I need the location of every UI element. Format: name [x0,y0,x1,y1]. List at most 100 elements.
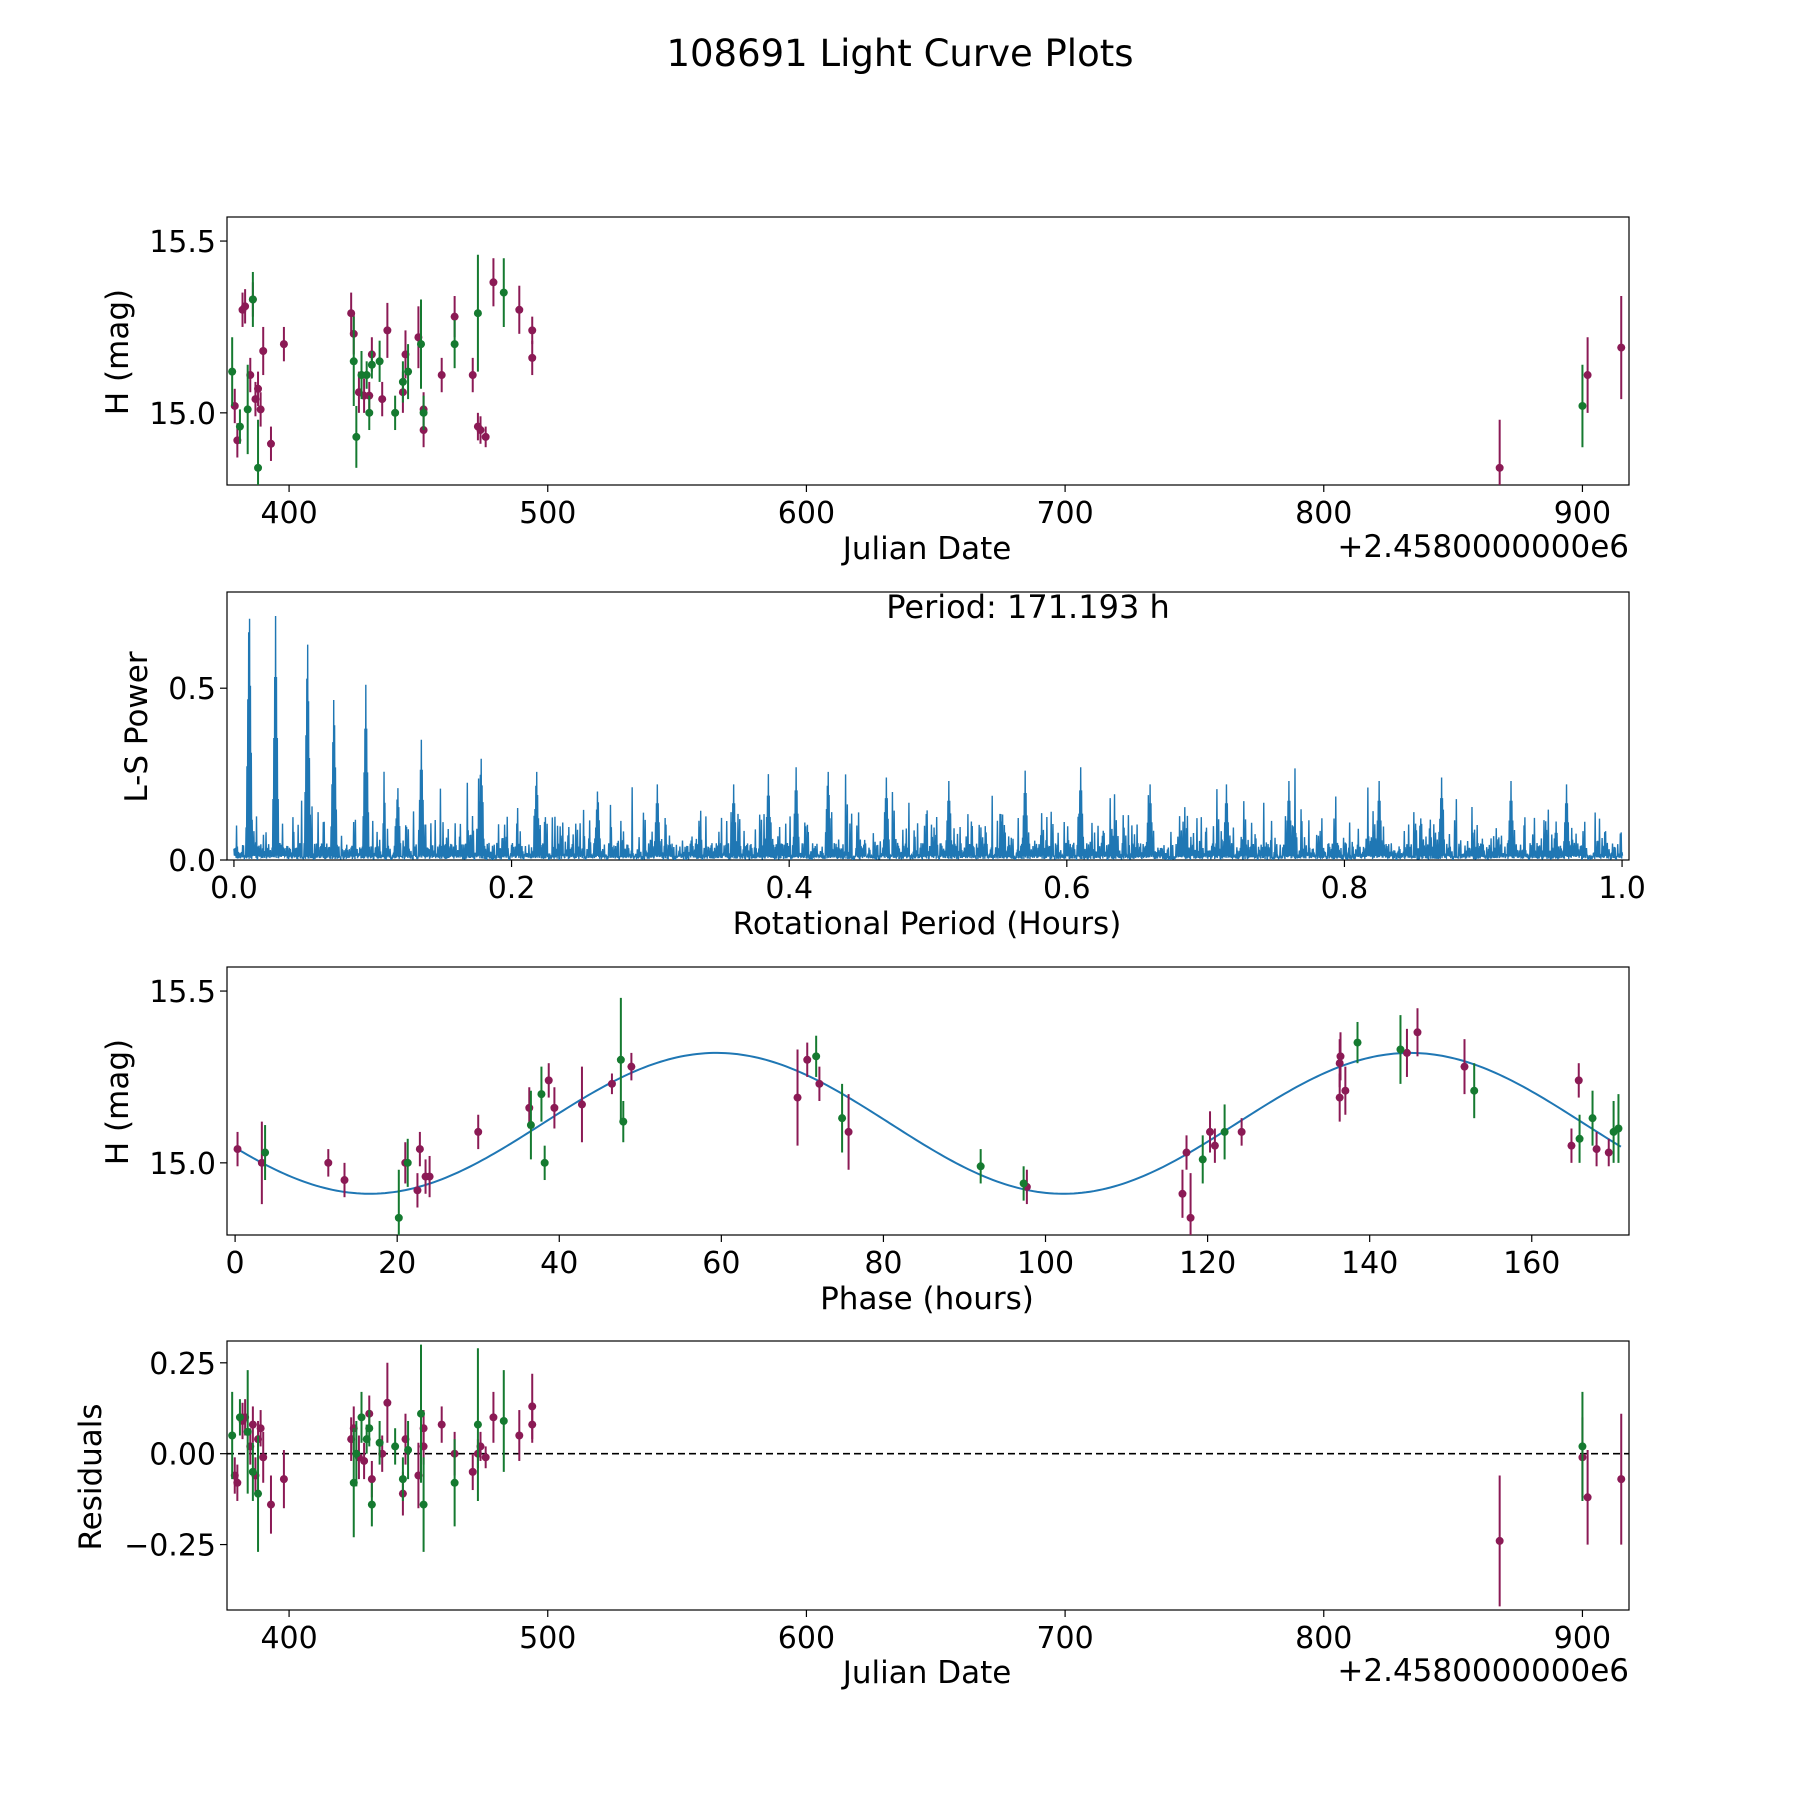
phase-folded-point [257,1158,266,1167]
phase-folded-ytick-label: 15.5 [149,975,216,1010]
periodogram-ytick-label: 0.0 [168,844,216,879]
phase-folded-point [550,1103,559,1112]
residuals-point [228,1431,237,1440]
periodogram-xtick-label: 1.0 [1598,871,1646,906]
residuals-xtick-label: 600 [778,1621,835,1656]
light-curve-point [235,422,244,431]
residuals-point [404,1446,413,1455]
residuals-point [279,1475,288,1484]
residuals-point [243,1427,252,1436]
light-curve-point [378,395,387,404]
residuals-point [367,1500,376,1509]
periodogram-xtick-label: 0.8 [1321,871,1369,906]
light-curve-xtick-label: 400 [260,496,317,531]
phase-folded-point [1186,1213,1195,1222]
residuals-point [259,1453,268,1462]
light-curve-point [349,357,358,366]
phase-folded-point [340,1176,349,1185]
phase-folded-xtick-label: 80 [864,1246,902,1281]
residuals-ytick-label: 0.00 [149,1438,216,1473]
periodogram-ytick-label: 0.5 [168,672,216,707]
phase-folded-points [233,997,1623,1235]
residuals-ytick-label: −0.25 [124,1529,216,1564]
periodogram-frame [226,591,1630,861]
phase-folded-point [1206,1127,1215,1136]
phase-folded-xtick-label: 140 [1341,1246,1398,1281]
phase-folded-point [474,1127,483,1136]
residuals-point [473,1420,482,1429]
light-curve-point [259,347,268,355]
phase-folded-axes: 0 20 40 60 80 100 120 140 160 15.0 15.5 [149,966,1630,1281]
residuals-point [365,1424,374,1433]
light-curve-point [228,367,237,376]
light-curve-point [391,408,400,417]
residuals-xtick-label: 900 [1554,1621,1611,1656]
residuals-xtick-label: 800 [1295,1621,1352,1656]
residuals-point [266,1500,275,1509]
phase-folded-frame [226,966,1630,1236]
phase-folded-ytick-label: 15.0 [149,1147,216,1182]
residuals-point [489,1413,498,1422]
phase-folded-point [1574,1076,1583,1085]
residuals-point [450,1478,459,1487]
periodogram-panel: L-S Power Rotational Period (Hours) Peri… [119,588,1170,942]
light-curve-point [481,432,490,441]
light-curve-point [1495,463,1504,472]
phase-folded-point [1178,1189,1187,1198]
phase-folded-point [577,1100,586,1109]
light-curve-point [417,340,426,349]
phase-folded-xtick-label: 120 [1179,1246,1236,1281]
light-curve-xlabel: Julian Date [841,531,1012,567]
phase-folded-point [793,1093,802,1102]
phase-folded-point [1182,1148,1191,1157]
light-curve-point [375,357,384,366]
light-curve-point [528,326,537,335]
residuals-point [481,1453,490,1462]
phase-folded-point [1341,1086,1350,1095]
phase-folded-point [537,1090,546,1099]
residuals-point [515,1431,524,1440]
light-curve-point [241,302,250,311]
phase-folded-point [526,1121,535,1130]
phase-folded-point [1460,1062,1469,1071]
residuals-point [256,1424,265,1433]
light-curve-point [254,384,263,393]
residuals-point [235,1413,244,1422]
light-curve-point [515,305,524,314]
residuals-panel: Residuals Julian Date +2.4580000000e6 [73,1403,1629,1691]
residuals-xlabel: Julian Date [841,1655,1012,1691]
periodogram-xtick-label: 0.4 [765,871,813,906]
light-curve-xtick-label: 600 [778,496,835,531]
light-curve-point [404,367,413,376]
residuals-points [228,1344,1626,1607]
periodogram-axes: 0.0 0.2 0.4 0.6 0.8 1.0 0.0 0.5 [168,591,1646,906]
light-curve-point [383,326,392,335]
residuals-point [375,1438,384,1447]
light-curve-point [437,371,446,380]
light-curve-point [489,278,498,287]
light-curve-point [362,371,371,380]
phase-folded-point [415,1145,424,1154]
residuals-xtick-label: 700 [1036,1621,1093,1656]
phase-folded-xlabel: Phase (hours) [820,1281,1034,1317]
light-curve-point [499,288,508,297]
light-curve-points [228,254,1626,485]
phase-folded-point [425,1172,434,1181]
phase-folded-ylabel: H (mag) [100,1039,136,1165]
periodogram-line [233,616,1624,860]
phase-folded-point [1237,1127,1246,1136]
phase-folded-point [1336,1052,1345,1061]
phase-folded-point [1353,1038,1362,1047]
light-curve-point [266,439,275,448]
residuals-point [383,1398,392,1407]
phase-folded-point [413,1186,422,1195]
phase-fit-curve [234,1051,1622,1195]
residuals-point [1578,1442,1587,1451]
residuals-point [352,1449,361,1458]
phase-folded-point [1019,1179,1028,1188]
residuals-ylabel: Residuals [73,1403,109,1550]
phase-folded-point [1396,1045,1405,1054]
light-curve-point [1583,371,1592,380]
phase-folded-xtick-label: 160 [1503,1246,1560,1281]
